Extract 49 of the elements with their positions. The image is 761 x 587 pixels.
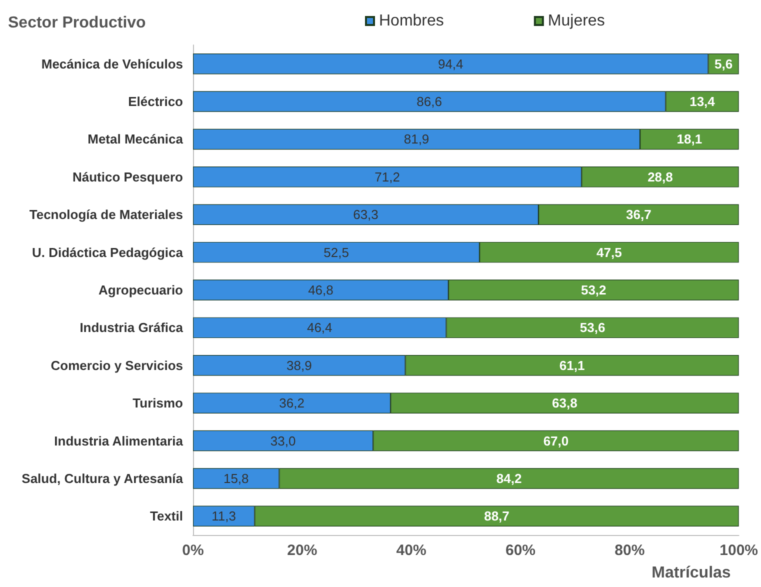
x-tick-label: 20%: [287, 542, 318, 559]
data-label: 15,8: [223, 470, 249, 486]
data-label: 46,8: [308, 282, 334, 298]
y-tick-label: Salud, Cultura y Artesanía: [22, 470, 184, 486]
data-label: 36,7: [626, 207, 652, 222]
y-tick-label: Industria Gráfica: [80, 320, 184, 336]
x-tick-label: 0%: [182, 542, 204, 559]
data-label: 86,6: [416, 94, 442, 110]
data-label: 84,2: [496, 470, 522, 486]
x-tick-label: 40%: [396, 542, 426, 559]
data-label: 13,4: [690, 94, 716, 110]
data-label: 63,8: [552, 396, 578, 411]
data-label: 88,7: [484, 508, 510, 524]
y-tick-label: Eléctrico: [128, 94, 184, 110]
x-tick-label: 100%: [720, 542, 758, 559]
data-label: 67,0: [543, 433, 569, 448]
data-label: 47,5: [596, 244, 622, 260]
x-tick-label: 80%: [614, 542, 645, 559]
legend-label: Hombres: [379, 12, 444, 30]
data-label: 52,5: [324, 244, 349, 260]
y-tick-label: Mecánica de Vehículos: [41, 56, 183, 72]
data-label: 94,4: [438, 56, 464, 72]
data-label: 53,6: [580, 320, 606, 336]
data-label: 81,9: [404, 132, 430, 147]
y-tick-label: Náutico Pesquero: [72, 169, 184, 184]
data-label: 36,2: [279, 396, 304, 411]
data-label: 33,0: [270, 433, 296, 448]
data-label: 28,8: [648, 169, 673, 184]
y-tick-label: Metal Mecánica: [88, 132, 184, 147]
data-label: 71,2: [374, 169, 400, 184]
y-tick-label: Industria Alimentaria: [54, 433, 184, 448]
data-label: 38,9: [286, 358, 312, 373]
data-label: 18,1: [676, 132, 702, 147]
x-tick-label: 60%: [505, 542, 536, 559]
data-label: 63,3: [353, 207, 378, 222]
data-label: 11,3: [212, 508, 236, 524]
y-axis-title: Sector Productivo: [8, 14, 146, 32]
data-label: 5,6: [714, 56, 733, 72]
data-label: 46,4: [306, 320, 332, 336]
y-tick-label: U. Didáctica Pedagógica: [32, 244, 184, 260]
y-tick-label: Textil: [150, 508, 183, 524]
legend-label: Mujeres: [548, 12, 605, 30]
data-label: 61,1: [559, 358, 585, 373]
y-tick-label: Turismo: [132, 396, 184, 411]
y-tick-label: Tecnología de Materiales: [29, 207, 183, 222]
x-axis-title: Matrículas: [652, 564, 731, 582]
y-tick-label: Comercio y Servicios: [50, 358, 183, 373]
y-tick-label: Agropecuario: [98, 282, 184, 298]
data-label: 53,2: [580, 282, 606, 298]
